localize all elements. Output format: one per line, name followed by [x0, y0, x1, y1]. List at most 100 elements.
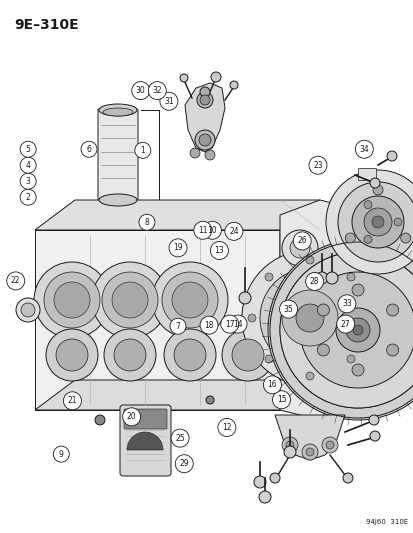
Circle shape — [363, 314, 371, 322]
Circle shape — [344, 233, 354, 243]
Circle shape — [363, 236, 371, 244]
Circle shape — [336, 315, 354, 333]
Circle shape — [259, 491, 271, 503]
Circle shape — [195, 130, 214, 150]
Text: 19: 19 — [173, 244, 183, 252]
Circle shape — [292, 232, 311, 250]
Polygon shape — [35, 380, 319, 410]
Circle shape — [197, 92, 212, 108]
Text: 3: 3 — [26, 177, 31, 185]
Polygon shape — [35, 200, 319, 230]
Circle shape — [238, 292, 250, 304]
Circle shape — [173, 339, 206, 371]
Circle shape — [161, 272, 218, 328]
Circle shape — [95, 415, 105, 425]
Circle shape — [56, 339, 88, 371]
Text: 30: 30 — [135, 86, 145, 95]
Circle shape — [102, 272, 158, 328]
Circle shape — [259, 268, 359, 368]
Circle shape — [199, 95, 209, 105]
Text: 31: 31 — [164, 97, 173, 106]
Circle shape — [337, 295, 355, 313]
FancyBboxPatch shape — [98, 109, 138, 201]
Circle shape — [386, 304, 398, 316]
Text: 94J60  310E: 94J60 310E — [365, 519, 407, 525]
Circle shape — [211, 72, 221, 82]
Circle shape — [217, 418, 235, 437]
Circle shape — [46, 329, 98, 381]
Circle shape — [44, 272, 100, 328]
Text: 15: 15 — [276, 395, 286, 404]
FancyBboxPatch shape — [120, 405, 171, 476]
Circle shape — [21, 303, 35, 317]
Text: 7: 7 — [175, 322, 180, 330]
Circle shape — [299, 272, 413, 388]
Circle shape — [122, 408, 140, 426]
Circle shape — [352, 325, 362, 335]
Circle shape — [199, 316, 218, 334]
Circle shape — [193, 221, 211, 239]
Text: 28: 28 — [309, 277, 318, 286]
Text: 33: 33 — [341, 300, 351, 308]
Circle shape — [104, 329, 156, 381]
Text: 2: 2 — [26, 193, 31, 201]
Circle shape — [346, 273, 354, 281]
Text: 12: 12 — [222, 423, 231, 432]
Circle shape — [369, 431, 379, 441]
Circle shape — [34, 262, 110, 338]
Text: 9: 9 — [59, 450, 64, 458]
Text: 14: 14 — [233, 320, 242, 328]
Polygon shape — [274, 415, 344, 460]
Circle shape — [171, 429, 189, 447]
Text: 18: 18 — [204, 321, 213, 329]
Circle shape — [325, 272, 337, 284]
Circle shape — [7, 272, 25, 290]
Circle shape — [393, 218, 401, 226]
Text: 23: 23 — [312, 161, 322, 169]
Circle shape — [148, 82, 166, 100]
Text: 20: 20 — [126, 413, 136, 421]
Circle shape — [281, 437, 297, 453]
Circle shape — [20, 141, 36, 157]
Circle shape — [221, 329, 273, 381]
Circle shape — [281, 230, 317, 266]
Circle shape — [231, 339, 263, 371]
Circle shape — [269, 473, 279, 483]
Circle shape — [131, 82, 150, 100]
Text: 22: 22 — [11, 277, 20, 285]
Circle shape — [351, 196, 403, 248]
Circle shape — [247, 314, 255, 322]
Text: 26: 26 — [297, 237, 306, 245]
Text: 27: 27 — [340, 320, 350, 328]
Circle shape — [283, 446, 295, 458]
Circle shape — [20, 173, 36, 189]
Circle shape — [335, 308, 379, 352]
Text: 6: 6 — [86, 145, 91, 154]
Circle shape — [135, 142, 150, 158]
Text: 17: 17 — [224, 320, 234, 328]
Circle shape — [20, 189, 36, 205]
Circle shape — [63, 392, 81, 410]
Text: 4: 4 — [26, 161, 31, 169]
Circle shape — [242, 250, 377, 386]
Circle shape — [363, 208, 391, 236]
FancyBboxPatch shape — [124, 409, 166, 429]
Wedge shape — [127, 432, 163, 450]
Circle shape — [308, 156, 326, 174]
Circle shape — [285, 441, 293, 449]
Circle shape — [342, 473, 352, 483]
Circle shape — [386, 344, 398, 356]
Circle shape — [315, 272, 327, 284]
Circle shape — [325, 170, 413, 274]
Circle shape — [20, 157, 36, 173]
Ellipse shape — [99, 104, 137, 116]
Circle shape — [372, 185, 382, 195]
Circle shape — [180, 74, 188, 82]
Ellipse shape — [99, 194, 137, 206]
Text: 25: 25 — [175, 434, 185, 442]
Text: 10: 10 — [207, 226, 217, 235]
Circle shape — [220, 315, 238, 333]
Circle shape — [289, 238, 309, 258]
Circle shape — [321, 437, 337, 453]
Circle shape — [346, 355, 354, 363]
